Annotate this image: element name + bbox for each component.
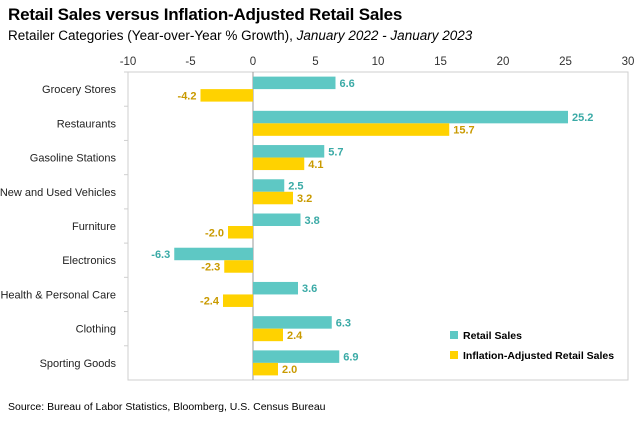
- chart-subtitle: Retailer Categories (Year-over-Year % Gr…: [8, 28, 472, 43]
- data-label-retail-sales-electronics: -6.3: [151, 249, 170, 261]
- category-label-grocery-stores: Grocery Stores: [42, 84, 116, 96]
- data-label-inflation-adjusted-retail-sales-restaurants: 15.7: [453, 125, 474, 137]
- x-tick-label: 10: [372, 56, 385, 68]
- legend-swatch-retail-sales: [450, 331, 458, 339]
- category-label-gasoline-stations: Gasoline Stations: [30, 153, 117, 165]
- subtitle-period: January 2022 - January 2023: [296, 28, 473, 43]
- category-label-new-and-used-vehicles: New and Used Vehicles: [0, 187, 116, 199]
- data-label-inflation-adjusted-retail-sales-electronics: -2.3: [201, 261, 220, 273]
- data-label-retail-sales-sporting-goods: 6.9: [343, 352, 358, 364]
- bar-inflation-adjusted-retail-sales-sporting-goods: [253, 362, 278, 376]
- data-label-inflation-adjusted-retail-sales-furniture: -2.0: [205, 227, 224, 239]
- source-note: Source: Bureau of Labor Statistics, Bloo…: [8, 401, 326, 413]
- data-label-inflation-adjusted-retail-sales-grocery-stores: -4.2: [178, 90, 197, 102]
- data-label-inflation-adjusted-retail-sales-gasoline-stations: 4.1: [308, 159, 323, 171]
- bar-inflation-adjusted-retail-sales-electronics: [224, 260, 253, 273]
- subtitle-main: Retailer Categories (Year-over-Year % Gr…: [8, 28, 297, 43]
- x-tick-label: 5: [312, 56, 318, 68]
- category-label-electronics: Electronics: [62, 255, 116, 267]
- bar-retail-sales-electronics: [174, 247, 253, 261]
- category-label-health-and-personal-care: Health & Personal Care: [0, 289, 116, 301]
- category-label-sporting-goods: Sporting Goods: [40, 358, 117, 370]
- legend: Retail Sales Inflation-Adjusted Retail Sa…: [450, 330, 614, 362]
- x-tick-label: 20: [497, 56, 510, 68]
- bar-retail-sales-restaurants: [253, 110, 568, 124]
- data-label-inflation-adjusted-retail-sales-new-and-used-vehicles: 3.2: [297, 193, 312, 205]
- bar-inflation-adjusted-retail-sales-restaurants: [253, 123, 450, 136]
- chart-title: Retail Sales versus Inflation-Adjusted R…: [8, 5, 403, 24]
- plot-frame: [127, 71, 629, 381]
- data-label-retail-sales-clothing: 6.3: [336, 317, 351, 329]
- bar-retail-sales-new-and-used-vehicles: [253, 179, 285, 192]
- bar-retail-sales-sporting-goods: [253, 350, 340, 363]
- category-label-furniture: Furniture: [72, 221, 116, 233]
- bar-inflation-adjusted-retail-sales-new-and-used-vehicles: [253, 191, 293, 205]
- legend-label-retail-sales: Retail Sales: [463, 330, 522, 342]
- x-tick-label: -5: [185, 56, 195, 68]
- data-label-retail-sales-grocery-stores: 6.6: [340, 78, 355, 90]
- data-label-retail-sales-gasoline-stations: 5.7: [328, 146, 343, 158]
- data-label-inflation-adjusted-retail-sales-health-and-personal-care: -2.4: [200, 296, 220, 308]
- x-tick-label: -10: [120, 56, 137, 68]
- bar-retail-sales-grocery-stores: [253, 76, 336, 90]
- bar-retail-sales-clothing: [253, 316, 332, 329]
- data-label-retail-sales-restaurants: 25.2: [572, 112, 593, 124]
- category-axis: Grocery Stores Restaurants Gasoline Statio…: [0, 71, 128, 370]
- category-label-restaurants: Restaurants: [57, 118, 117, 130]
- bar-retail-sales-furniture: [253, 213, 301, 226]
- x-tick-label: 0: [250, 56, 256, 68]
- bar-retail-sales-health-and-personal-care: [253, 281, 298, 295]
- bar-retail-sales-gasoline-stations: [253, 145, 325, 158]
- x-tick-label: 25: [559, 56, 572, 68]
- data-label-retail-sales-furniture: 3.8: [305, 215, 320, 227]
- bars: [174, 76, 568, 376]
- bar-inflation-adjusted-retail-sales-clothing: [253, 328, 283, 342]
- legend-swatch-inflation-adjusted-retail-sales: [450, 351, 458, 359]
- data-label-inflation-adjusted-retail-sales-clothing: 2.4: [287, 330, 303, 342]
- x-tick-label: 15: [434, 56, 447, 68]
- data-labels: 6.6 -4.2 25.2 15.7 5.7 4.1 2.53.2 3.8 -2.0 -6.3 -2…: [151, 78, 593, 376]
- bar-inflation-adjusted-retail-sales-gasoline-stations: [253, 157, 305, 171]
- x-axis: -10 -5 0 5 10 15 20 25 30: [120, 56, 635, 381]
- category-label-clothing: Clothing: [76, 324, 116, 336]
- data-label-retail-sales-new-and-used-vehicles: 2.5: [288, 181, 303, 193]
- x-tick-label: 30: [622, 56, 635, 68]
- bar-inflation-adjusted-retail-sales-grocery-stores: [200, 89, 253, 102]
- bar-inflation-adjusted-retail-sales-health-and-personal-care: [223, 294, 253, 307]
- data-label-inflation-adjusted-retail-sales-sporting-goods: 2.0: [282, 364, 297, 376]
- legend-label-inflation-adjusted-retail-sales: Inflation-Adjusted Retail Sales: [463, 350, 614, 362]
- data-label-retail-sales-health-and-personal-care: 3.6: [302, 283, 317, 295]
- bar-inflation-adjusted-retail-sales-furniture: [228, 226, 253, 239]
